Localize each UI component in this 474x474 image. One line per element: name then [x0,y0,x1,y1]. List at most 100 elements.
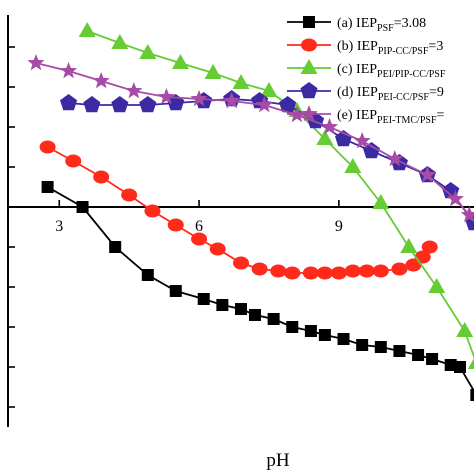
legend-label: (c) IEPPEI/PIP-CC/PSF [337,62,446,80]
data-point [318,329,331,341]
legend-label: (b) IEPPIP-CC/PSF=3 [337,39,443,57]
data-point [267,313,280,325]
data-point [139,44,157,59]
data-point [139,96,157,113]
data-point [421,240,438,254]
data-point [233,256,249,270]
data-point [223,92,241,109]
data-point [454,361,467,373]
x-tick-label: 9 [335,218,343,235]
data-point [270,264,287,278]
x-axis-label: pH [266,450,290,471]
legend-label: (d) IEPPEI-CC/PSF=9 [337,85,444,103]
data-point [171,54,189,69]
data-point [125,82,143,99]
data-point [204,64,222,79]
series-line [47,146,431,274]
data-point [286,321,299,333]
data-point [255,96,273,113]
data-point [344,264,361,278]
data-point [391,262,408,276]
legend-marker [300,59,318,74]
data-point [412,349,425,361]
data-point [216,299,229,311]
data-point [279,96,297,113]
legend-entry: (d) IEPPEI-CC/PSF=9 [287,82,444,103]
legend-marker [303,16,315,28]
data-point [316,130,334,145]
legend-entry: (b) IEPPIP-CC/PSF=3 [287,38,443,57]
data-point [362,142,380,159]
data-point [356,339,369,351]
data-point [60,94,78,111]
legend-entry: (c) IEPPEI/PIP-CC/PSF [287,59,446,80]
data-point [467,358,474,369]
data-point [393,345,406,357]
data-point [456,322,474,337]
data-point [83,96,101,113]
data-point [426,353,439,365]
legend-marker [301,38,317,52]
data-point [470,389,474,401]
series-e [27,54,474,223]
x-tick-label: 3 [55,218,63,235]
series-line [86,30,474,360]
data-point [60,62,78,79]
data-point [353,132,371,149]
legend-entry: (e) IEPPEI-TMC/PSF= [287,105,445,126]
x-tick-label: 6 [195,218,203,235]
data-point [418,166,436,183]
data-point [330,266,347,280]
data-point [260,82,278,97]
series-a [41,181,474,401]
data-point [167,218,184,232]
data-point [372,264,389,278]
data-point [190,90,208,107]
data-point [76,201,89,213]
data-point [157,88,175,105]
data-point [284,266,301,280]
legend-entry: (a) IEPPSF=3.08 [287,16,426,34]
data-point [41,181,54,193]
data-point [304,325,317,337]
data-point [358,264,375,278]
data-point [321,118,339,135]
data-point [316,266,333,280]
data-point [372,194,390,209]
series-b [39,140,438,280]
data-point [344,158,362,173]
data-point [337,333,350,345]
data-point [121,188,138,202]
data-point [232,74,250,89]
series-layer [27,22,474,401]
data-point [111,96,129,113]
data-point [144,204,161,218]
data-point [386,150,404,167]
data-point [111,34,129,49]
data-point [209,242,226,256]
data-point [446,190,464,207]
legend: (a) IEPPSF=3.08 (b) IEPPIP-CC/PSF=3 (c) IE… [287,16,446,126]
series-d [60,90,474,231]
legend-marker [300,82,318,99]
data-point [65,154,82,168]
data-point [374,341,387,353]
data-point [444,359,457,371]
data-point [92,72,110,89]
legend-label: (a) IEPPSF=3.08 [337,16,426,34]
data-point [235,303,247,315]
data-point [78,22,96,37]
data-point [460,206,474,223]
data-point [27,54,45,71]
data-point [428,278,446,293]
data-point [191,232,208,246]
data-point [197,293,210,305]
data-point [109,241,122,253]
data-point [400,238,418,253]
legend-marker [300,105,318,122]
data-point [169,285,182,297]
data-point [302,266,319,280]
legend-label: (e) IEPPEI-TMC/PSF= [337,108,445,126]
data-point [39,140,56,154]
